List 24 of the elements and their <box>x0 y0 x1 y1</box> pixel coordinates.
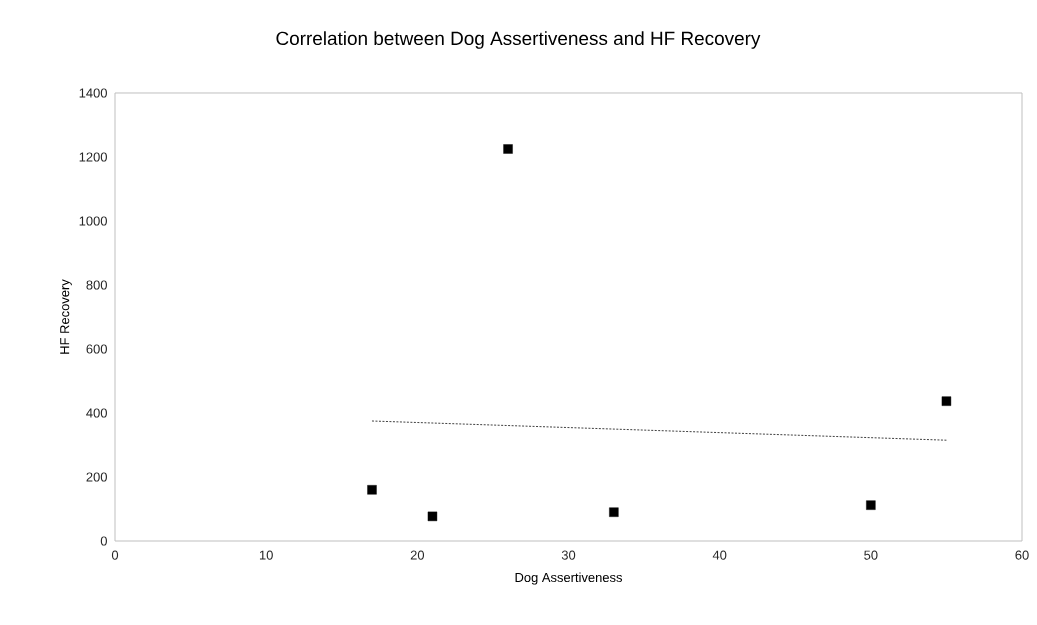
point <box>941 396 952 406</box>
x-tick-label: 0 <box>111 550 119 560</box>
point <box>503 144 513 154</box>
y-tick-label: 600 <box>86 344 107 354</box>
y-tick-label: 800 <box>86 280 107 290</box>
y-tick-label: 1400 <box>79 88 107 98</box>
x-axis-title: Dog Assertiveness <box>515 572 623 585</box>
y-axis-title: HF Recovery <box>60 279 72 354</box>
y-tick-label: 400 <box>86 408 107 418</box>
x-tick-label: 20 <box>410 550 425 560</box>
y-tick-label: 1000 <box>79 216 107 226</box>
chart-title: Correlation between Dog Assertiveness and HF Recovery <box>276 31 761 49</box>
x-tick-label: 60 <box>1015 550 1029 560</box>
x-tick-label: 30 <box>561 550 576 560</box>
y-tick-label: 0 <box>100 536 107 546</box>
y-tick-label: 1200 <box>79 152 107 162</box>
point <box>866 500 876 510</box>
point <box>427 511 438 522</box>
x-tick-label: 40 <box>712 550 727 560</box>
y-tick-label: 200 <box>86 472 107 482</box>
x-tick-label: 50 <box>864 550 878 560</box>
x-tick-label: 10 <box>259 550 273 560</box>
point <box>609 507 619 517</box>
point <box>367 485 377 495</box>
